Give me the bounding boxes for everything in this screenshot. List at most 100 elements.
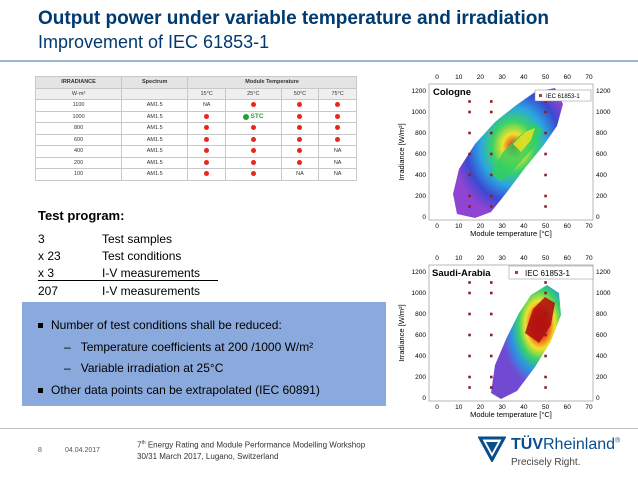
cell-irr: 400 [34, 145, 123, 158]
x-tick-label: 70 [585, 255, 593, 262]
bullet-text: Temperature coefficients at 200 /1000 W/… [80, 340, 314, 354]
iec-point [544, 100, 547, 103]
y-ticks-left: 0 200 400 600 800 1000 1200 [412, 88, 427, 221]
iec-point [489, 386, 493, 389]
y-tick-label-right: 800 [596, 130, 607, 137]
cell-na: NA [318, 156, 357, 169]
cell-dot [318, 99, 357, 112]
cell-irr: 100 [34, 168, 123, 181]
iec-point [544, 131, 547, 135]
y-tick-label-right: 1000 [596, 109, 611, 116]
x-axis-label: Module temperature [°C] [470, 410, 552, 419]
measurement-dot-icon [204, 113, 210, 119]
iec-point [489, 110, 493, 114]
x-tick-label: 30 [499, 255, 507, 262]
x-ticks: 0 0 10 10 20 20 30 30 40 40 50 50 60 60 70 70 [435, 255, 593, 411]
legend-label: IEC 61853-1 [546, 94, 580, 100]
legend-marker-icon [539, 94, 542, 97]
page-subtitle: Improvement of IEC 61853-1 [38, 32, 270, 52]
bullet-item: Number of test conditions shall be reduc… [38, 318, 282, 332]
iec-point [468, 205, 471, 208]
x-axis-label: Module temperature [°C] [470, 229, 552, 238]
legend-box [508, 265, 594, 280]
y-tick-label-right: 800 [596, 311, 607, 318]
measurement-dot-icon [250, 125, 256, 131]
x-tick-label: 40 [520, 255, 528, 262]
y-tick-label: 600 [415, 332, 426, 339]
cell-stc: STC [224, 110, 282, 123]
measurement-dot-icon [297, 148, 303, 154]
tp-text: I-V measurements [102, 284, 201, 298]
y-tick-label-right: 600 [596, 332, 607, 339]
x-tick-label-bottom: 20 [477, 404, 485, 411]
cell-dot [318, 133, 357, 146]
registered-mark: ® [615, 437, 621, 445]
tp-count: 207 [38, 284, 59, 298]
cell-dot [187, 110, 226, 123]
measurement-dot-icon [335, 136, 341, 142]
col-irradiance: IRRADIANCE [34, 76, 123, 89]
y-tick-label: 1000 [412, 109, 427, 116]
tp-count: x 3 [38, 266, 55, 280]
test-program-title: Test program: [38, 208, 125, 223]
tp-text: Test conditions [102, 249, 182, 263]
cell-spec: AM1.5 [121, 145, 189, 158]
unit-label: W·m² [34, 87, 123, 100]
location-label-bg [430, 85, 482, 97]
cell-dot [187, 168, 226, 181]
iec-point [544, 291, 547, 295]
y-tick-label: 1000 [412, 290, 427, 297]
saudi-heatmap-plot: 0 0 10 10 20 20 30 30 40 40 50 50 60 60 70 70 0 200 400 60… [395, 245, 620, 428]
x-tick-label-bottom: 60 [564, 404, 572, 411]
iec-point [468, 375, 471, 379]
table-row: 200 AM1.5 NA [34, 156, 357, 169]
table-row: 800 AM1.5 [34, 122, 357, 135]
y-tick-label-right: 600 [596, 151, 607, 158]
measurement-dot-icon [297, 136, 303, 142]
cell-dot [280, 133, 320, 146]
tp-count: 3 [38, 232, 45, 246]
cell-irr: 600 [34, 133, 123, 146]
cell-dot [224, 145, 282, 158]
iec-point [489, 291, 493, 295]
legend-marker-icon [515, 271, 518, 274]
x-tick-label: 60 [564, 74, 572, 81]
cell-irr: 800 [34, 122, 123, 135]
cell-dot [224, 122, 282, 135]
bullet-text: Other data points can be extrapolated (I… [51, 383, 320, 397]
measurement-dot-icon [204, 136, 210, 142]
cell-spec: AM1.5 [121, 99, 189, 112]
measurement-dot-icon [297, 113, 303, 119]
cell-dot [224, 99, 282, 112]
location-label-bg [430, 266, 490, 278]
y-tick-label: 200 [415, 193, 426, 200]
y-tick-label-right: 0 [596, 395, 600, 402]
cell-spec: AM1.5 [121, 156, 189, 169]
cell-dot [280, 110, 320, 123]
iec-point [544, 354, 547, 358]
cell-dot [280, 99, 320, 112]
sub-bullet-item: – Temperature coefficients at 200 /1000 … [64, 340, 313, 354]
measurement-dot-icon [335, 113, 341, 119]
bullet-item: Other data points can be extrapolated (I… [38, 383, 320, 397]
iec-point [544, 375, 547, 379]
x-tick-label-bottom: 10 [455, 223, 463, 230]
temp-25: 25°C [224, 87, 282, 100]
x-tick-label: 10 [455, 255, 463, 262]
y-tick-label-right: 1200 [596, 269, 611, 276]
x-tick-label: 50 [542, 255, 550, 262]
iec-point [468, 354, 471, 358]
iec-point [544, 386, 547, 389]
x-tick-label-bottom: 0 [435, 404, 439, 411]
iec-point [489, 205, 493, 208]
measurement-dot-icon [297, 159, 303, 165]
cell-spec: AM1.5 [121, 110, 189, 123]
y-ticks-right: 0 200 400 600 800 1000 1200 [596, 88, 611, 221]
temp-75: 75°C [318, 87, 357, 100]
cell-spec: AM1.5 [121, 168, 189, 181]
cell-dot [224, 133, 282, 146]
cell-dot [280, 122, 320, 135]
iec-point [468, 312, 471, 316]
iec-point [468, 173, 471, 177]
iec-point [489, 194, 493, 198]
